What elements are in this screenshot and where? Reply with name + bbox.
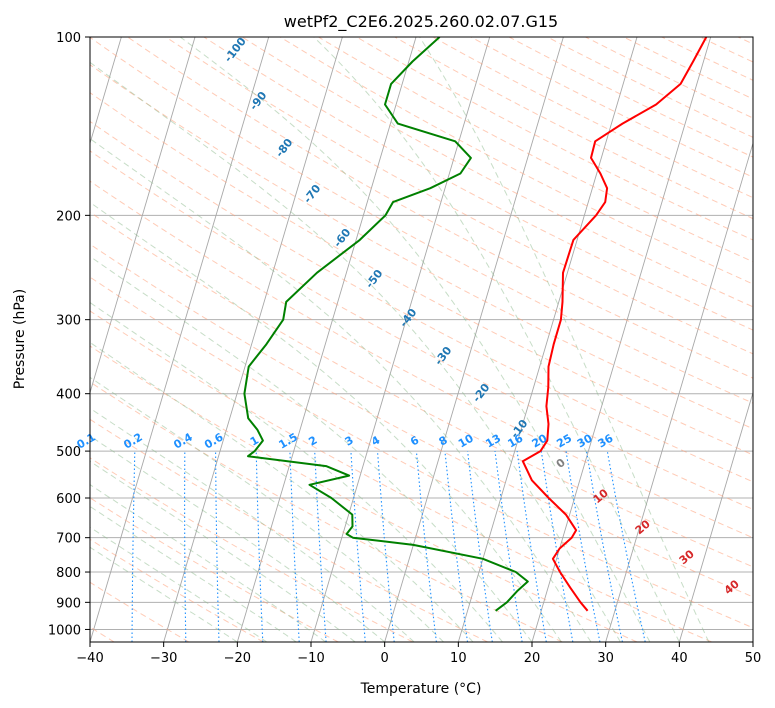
mixing-ratio-line [215,451,220,642]
plot-area [90,37,753,642]
y-tick-label: 400 [56,388,81,403]
isotherm-line [605,141,753,642]
moist-adiabat-line [90,460,356,642]
mixing-ratio-line [131,451,136,642]
moist-adiabat-line [90,201,562,642]
dry-adiabat-line [90,381,563,642]
moist-adiabat-line [90,301,503,642]
moist-adiabat-line [419,37,710,642]
isotherm-line [678,391,753,642]
plot-frame [89,36,754,643]
dry-adiabat-line [90,37,753,404]
y-tick-label: 600 [56,492,81,507]
mixing-ratio-line [565,451,601,642]
moist-adiabat-line [90,341,474,642]
axis-layer: −40 −30 −20 −10 0 10 20 30 40 50 100 200 300 400 500 60… [48,31,761,666]
dry-adiabat-line [90,345,638,642]
x-tick-label: 0 [381,651,389,666]
y-tick-label: 500 [56,445,81,460]
mixing-ratio-line [540,451,574,642]
temperature-profile-line [521,37,708,612]
moist-adiabat-line [179,37,651,642]
mixing-ratio-line [314,451,327,642]
y-tick-label: 900 [56,596,81,611]
dry-adiabat-line [90,310,712,642]
x-tick-label: 50 [745,651,762,666]
y-tick-label: 800 [56,566,81,581]
x-axis-title: Temperature (°C) [360,681,482,697]
dry-adiabat-line [127,37,753,379]
mixing-ratio-line [350,451,366,642]
dewpoint-profile-line [243,37,529,612]
dry-adiabat-line [90,64,753,430]
x-tick-label: 30 [597,651,614,666]
isotherm-line [236,37,417,642]
mixing-ratio-line [289,451,300,642]
mixing-ratio-line [255,451,264,642]
x-tick-label: −10 [297,651,324,666]
y-tick-label: 700 [56,532,81,547]
mixing-ratio-line [444,451,469,642]
y-tick-label: 300 [56,314,81,329]
dry-adiabat-line [90,276,753,629]
x-tick-label: 10 [450,651,467,666]
mixing-ratio-line [494,451,523,642]
mixing-ratio-layer [131,451,646,642]
moist-adiabat-line [90,61,621,642]
dry-adiabat-line [90,457,414,642]
mixing-ratio-line [184,451,187,642]
mixing-ratio-line [415,451,437,642]
moist-adiabat-line [90,138,592,642]
dry-adiabat-line [90,497,339,642]
isotherm-line [90,37,196,395]
isotherm-line [90,37,270,642]
mixing-ratio-line [467,451,493,642]
y-axis-title: Pressure (hPa) [12,289,28,389]
series-layer [243,37,708,612]
adiabat-layer [90,37,753,642]
x-tick-label: 40 [671,651,688,666]
dry-adiabat-line [90,243,753,598]
isotherm-line [384,37,564,642]
moist-adiabat-line [90,483,326,642]
mixing-ratio-line [606,451,646,642]
isotherm-line [163,37,343,642]
moist-adiabat-line [90,376,444,642]
y-tick-label: 100 [56,31,81,46]
x-tick-label: −30 [150,651,177,666]
x-tick-label: 20 [524,651,541,666]
isotherm-line [310,37,491,642]
moist-adiabat-line [313,37,680,642]
isotherm-line [531,37,712,642]
chart-title: wetPf2_C2E6.2025.260.02.07.G15 [284,12,558,32]
grid-layer [90,37,753,642]
dry-adiabat-line [90,120,753,483]
y-tick-label: 200 [56,209,81,224]
mixing-ratio-line [376,451,395,642]
moist-adiabat-line [90,255,533,642]
y-tick-label: 1000 [48,623,81,638]
x-tick-label: −40 [76,651,103,666]
x-tick-label: −20 [224,651,251,666]
mixing-ratio-line [516,451,547,642]
dry-adiabat-line [90,211,753,568]
moist-adiabat-line [90,505,297,642]
isotherm-line [90,37,122,145]
dry-adiabat-line [90,92,753,456]
moist-adiabat-line [90,407,415,642]
mixing-ratio-line [585,451,623,642]
